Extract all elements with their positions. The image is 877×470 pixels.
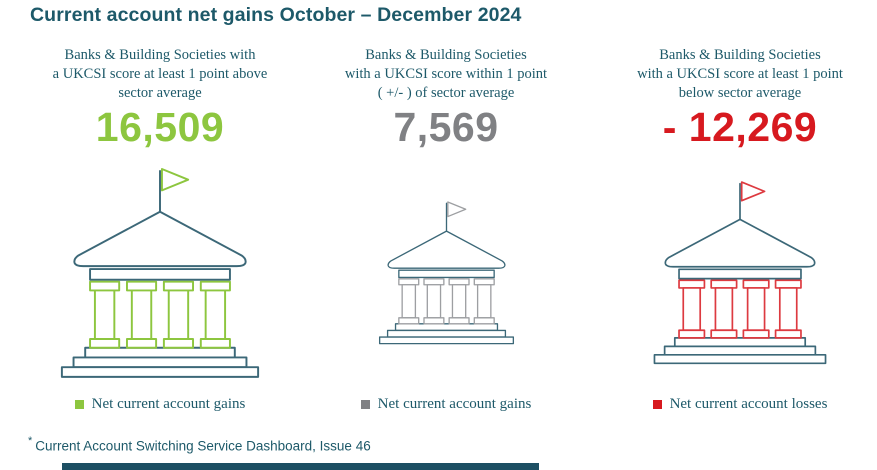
flag-icon — [160, 168, 190, 192]
header-line: with a UKCSI score at least 1 point — [637, 66, 843, 83]
category-header: Banks & Building Societies with a UKCSI … — [598, 46, 877, 106]
category-column-within-average: Banks & Building Societies with a UKCSI … — [308, 46, 584, 413]
bank-accent — [89, 168, 231, 349]
category-header: Banks & Building Societies with a UKCSI … — [12, 46, 308, 106]
header-line: ( +/- ) of sector average — [377, 85, 515, 102]
legend-swatch — [652, 400, 662, 409]
category-column-below-average: Banks & Building Societies with a UKCSI … — [598, 46, 877, 413]
footnote-text: Current Account Switching Service Dashbo… — [35, 438, 371, 454]
bank-accent — [397, 200, 495, 324]
legend-label: Net current account gains — [91, 396, 246, 412]
header-line: with a UKCSI score within 1 point — [344, 66, 548, 83]
bank-accent — [678, 181, 802, 339]
category-column-above-average: Banks & Building Societies with a UKCSI … — [12, 46, 308, 413]
legend-swatch — [74, 400, 84, 409]
bank-structure — [653, 182, 827, 365]
net-loss-value: - 12,269 — [662, 104, 818, 150]
flag-icon — [740, 181, 766, 202]
footnote-asterisk: * — [28, 435, 33, 447]
legend: Net current account losses — [598, 396, 877, 413]
header-line: sector average — [118, 85, 202, 102]
net-gain-value: 7,569 — [393, 104, 499, 150]
legend: Net current account gains — [308, 396, 584, 413]
legend-label: Net current account losses — [669, 396, 828, 412]
net-gain-value: 16,509 — [95, 104, 225, 150]
bank-icon — [378, 200, 514, 344]
bank-icon-box — [308, 152, 584, 390]
bank-structure — [378, 202, 514, 344]
bottom-bar — [62, 463, 539, 470]
legend-swatch — [360, 400, 370, 409]
legend-label: Net current account gains — [377, 396, 532, 412]
page-title: Current account net gains October – Dece… — [30, 4, 522, 26]
category-header: Banks & Building Societies with a UKCSI … — [308, 46, 584, 106]
bank-icon — [653, 181, 827, 365]
header-line: Banks & Building Societies — [365, 47, 527, 63]
bank-icon-box — [12, 152, 308, 390]
header-line: Banks & Building Societies — [659, 47, 821, 63]
header-line: a UKCSI score at least 1 point above — [52, 66, 268, 83]
header-line: below sector average — [678, 85, 802, 102]
bank-icon-box — [598, 152, 877, 390]
source-footnote: * Current Account Switching Service Dashb… — [28, 435, 371, 454]
flag-icon — [446, 200, 466, 217]
bank-structure — [60, 169, 260, 378]
header-line: Banks & Building Societies with — [64, 47, 256, 63]
bank-icon — [60, 168, 260, 378]
legend: Net current account gains — [12, 396, 308, 413]
